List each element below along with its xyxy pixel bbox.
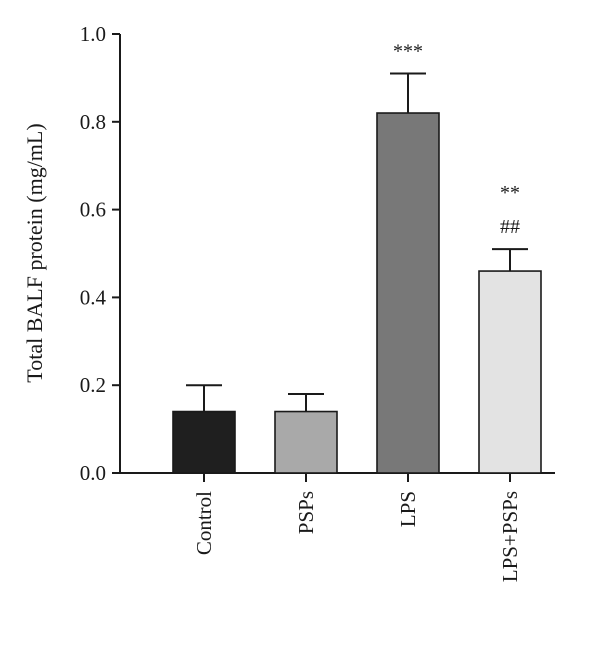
y-tick-label: 0.6: [80, 198, 106, 222]
significance-annotations: *****##: [393, 41, 520, 239]
y-tick-label: 1.0: [80, 22, 106, 46]
x-tick-label: Control: [192, 491, 216, 555]
bars: [172, 112, 542, 474]
bar-psps: [274, 410, 338, 474]
y-tick-label: 0.0: [80, 461, 106, 485]
x-tick-label: LPS: [396, 491, 420, 527]
bar-control: [172, 410, 236, 474]
x-tick-label: PSPs: [294, 491, 318, 534]
significance-label: ***: [393, 41, 423, 63]
y-axis: 0.0 0.2 0.4 0.6 0.8 1.0: [80, 22, 121, 485]
y-axis-title: Total BALF protein (mg/mL): [22, 123, 47, 382]
bar-lps-psps: [478, 270, 542, 474]
significance-label: **: [500, 182, 520, 204]
y-tick-label: 0.8: [80, 110, 106, 134]
error-bars: [186, 72, 528, 412]
y-tick-label: 0.4: [80, 285, 107, 309]
y-tick-label: 0.2: [80, 373, 106, 397]
x-axis: Control PSPs LPS LPS+PSPs: [120, 472, 555, 582]
bar-lps: [376, 112, 440, 474]
significance-label: ##: [500, 216, 520, 238]
x-tick-label: LPS+PSPs: [498, 491, 522, 582]
